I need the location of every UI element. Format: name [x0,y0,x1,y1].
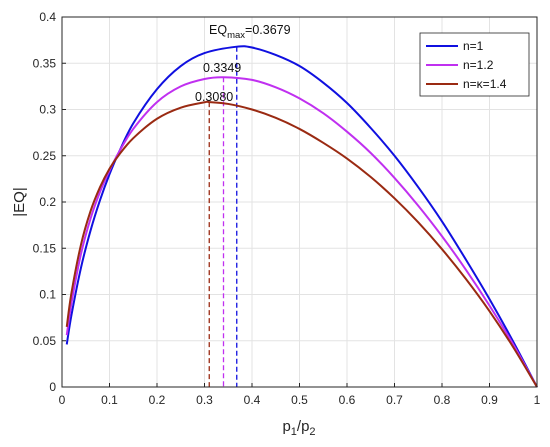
series-line-1 [65,45,538,388]
peak-markers [208,46,238,387]
x-tick-label: 0.7 [386,393,403,407]
x-tick-label: 1 [534,393,541,407]
series-line-2 [65,76,538,388]
series-line-3 [65,100,538,388]
annotation-eqmax: EQmax=0.3679 [209,23,291,41]
x-axis-label: p1/p2 [282,418,315,438]
x-tick-label: 0.8 [434,393,451,407]
y-tick-label: 0.15 [33,241,57,255]
plot-frame [61,16,538,388]
annotation-n-1-4-peak: 0.3080 [195,90,233,104]
y-tick-label: 0.3 [39,103,56,117]
x-tick-label: 0.9 [481,393,498,407]
legend-label-n1: n=1 [463,39,484,53]
x-tick-label: 0 [59,393,66,407]
x-tick-label: 0.1 [101,393,118,407]
legend-label-n1-4: n=κ=1.4 [463,77,507,91]
y-tick-label: 0.1 [39,288,56,302]
y-axis-ticks: 0 0.05 0.1 0.15 0.2 0.25 0.3 0.35 0.4 [33,10,66,394]
y-tick-label: 0.4 [39,10,56,24]
annotation-n-1-2-peak: 0.3349 [203,61,241,75]
y-tick-label: 0 [49,380,56,394]
y-tick-label: 0.25 [33,149,57,163]
y-tick-label: 0.35 [33,56,57,70]
x-tick-label: 0.2 [149,393,166,407]
x-tick-label: 0.3 [196,393,213,407]
y-tick-label: 0.05 [33,334,57,348]
legend-label-n1-2: n=1.2 [463,58,494,72]
x-tick-label: 0.5 [291,393,308,407]
y-axis-label: |EQ| [11,187,28,216]
x-axis-ticks: 0 0.1 0.2 0.3 0.4 0.5 0.6 0.7 0.8 0.9 1 [59,383,541,407]
legend: n=1 n=1.2 n=κ=1.4 [419,32,530,97]
x-tick-label: 0.4 [244,393,261,407]
series-lines [65,45,538,388]
y-tick-label: 0.2 [39,195,56,209]
peak-annotations: EQmax=0.3679 0.3349 0.3080 [195,23,291,104]
x-tick-label: 0.6 [339,393,356,407]
